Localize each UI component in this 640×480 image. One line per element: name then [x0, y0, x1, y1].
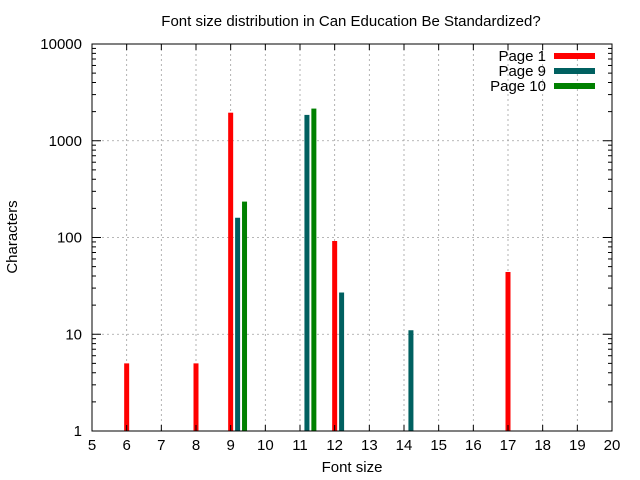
chart-grid [92, 44, 612, 431]
x-tick-label: 7 [157, 437, 165, 454]
x-tick-label: 6 [122, 437, 130, 454]
bar [235, 217, 241, 431]
x-tick-label: 17 [500, 437, 517, 454]
bar [304, 114, 310, 432]
x-tick-label: 9 [226, 437, 234, 454]
legend-label: Page 9 [498, 63, 546, 80]
legend-label: Page 1 [498, 48, 546, 65]
x-tick-label: 15 [430, 437, 447, 454]
x-tick-label: 10 [257, 437, 274, 454]
bar [505, 271, 511, 431]
chart-title: Font size distribution in Can Education … [161, 13, 540, 30]
x-axis-label: Font size [322, 459, 383, 476]
x-tick-label: 8 [192, 437, 200, 454]
x-tick-label: 19 [569, 437, 586, 454]
chart-bars [124, 108, 511, 432]
x-tick-label: 13 [361, 437, 378, 454]
x-tick-label: 5 [88, 437, 96, 454]
y-tick-label: 10 [65, 326, 82, 343]
bar [228, 112, 234, 431]
legend-label: Page 10 [490, 78, 546, 95]
legend-swatch [554, 53, 595, 59]
y-axis-label: Characters [4, 200, 21, 273]
x-tick-label: 14 [396, 437, 413, 454]
y-tick-label: 1000 [49, 133, 82, 150]
bar [193, 363, 199, 431]
bar [124, 363, 130, 431]
y-tick-label: 100 [57, 230, 82, 247]
y-axis-ticks: 1 10 100 1000 10000 [40, 36, 612, 440]
bar [242, 201, 248, 431]
bar [311, 108, 317, 431]
bar [339, 292, 345, 431]
x-tick-label: 16 [465, 437, 482, 454]
x-tick-label: 12 [326, 437, 343, 454]
legend-swatch [554, 68, 595, 74]
x-tick-label: 18 [534, 437, 551, 454]
legend-swatch [554, 83, 595, 89]
y-tick-label: 1 [74, 423, 82, 440]
y-tick-label: 10000 [40, 36, 82, 53]
x-tick-label: 11 [292, 437, 308, 454]
bar [408, 330, 414, 431]
bar [332, 241, 338, 431]
x-tick-label: 20 [604, 437, 621, 454]
x-axis-ticks: 5 6 7 8 9 10 11 12 13 14 15 16 17 18 19 20 [88, 44, 621, 454]
